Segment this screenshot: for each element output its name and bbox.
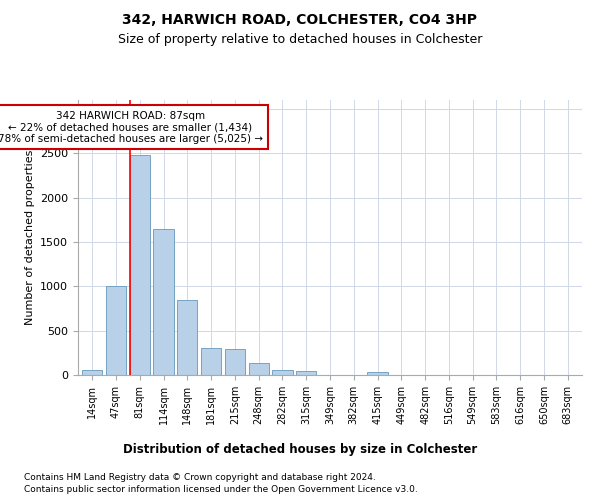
Text: Distribution of detached houses by size in Colchester: Distribution of detached houses by size … [123, 442, 477, 456]
Text: 342, HARWICH ROAD, COLCHESTER, CO4 3HP: 342, HARWICH ROAD, COLCHESTER, CO4 3HP [122, 12, 478, 26]
Y-axis label: Number of detached properties: Number of detached properties [25, 150, 35, 325]
Bar [201, 348, 221, 375]
Bar [106, 286, 126, 375]
Text: Contains HM Land Registry data © Crown copyright and database right 2024.: Contains HM Land Registry data © Crown c… [24, 472, 376, 482]
Bar [130, 155, 150, 375]
Bar [177, 300, 197, 375]
Bar [248, 364, 269, 375]
Bar [225, 349, 245, 375]
Bar [154, 228, 173, 375]
Text: Contains public sector information licensed under the Open Government Licence v3: Contains public sector information licen… [24, 485, 418, 494]
Text: Size of property relative to detached houses in Colchester: Size of property relative to detached ho… [118, 32, 482, 46]
Bar [272, 370, 293, 375]
Bar [296, 370, 316, 375]
Bar [367, 372, 388, 375]
Bar [82, 370, 103, 375]
Text: 342 HARWICH ROAD: 87sqm
← 22% of detached houses are smaller (1,434)
78% of semi: 342 HARWICH ROAD: 87sqm ← 22% of detache… [0, 110, 263, 144]
